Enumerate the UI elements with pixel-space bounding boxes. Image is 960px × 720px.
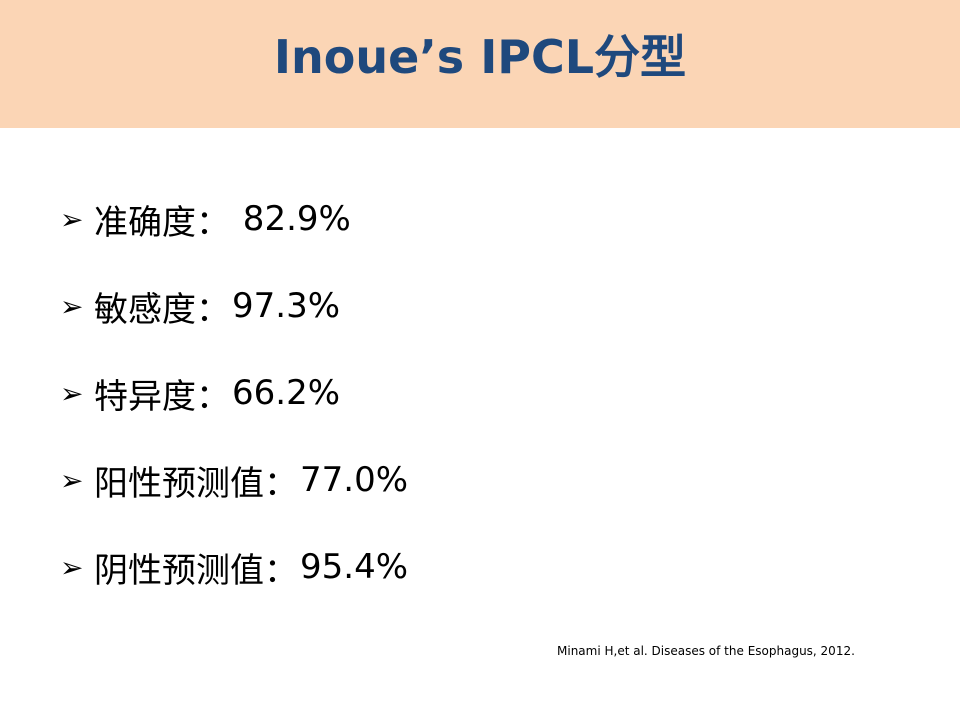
metric-npv: ➢ 阴性预测值： 95.4% [60,538,408,596]
metric-label: 敏感度： [94,289,230,330]
metric-label: 特异度： [94,376,230,417]
arrow-bullet-icon: ➢ [60,463,84,497]
metric-value: 77.0% [300,460,409,500]
metric-label: 阴性预测值： [94,550,298,591]
arrow-bullet-icon: ➢ [60,289,84,323]
metric-sensitivity: ➢ 敏感度： 97.3% [60,277,408,335]
metric-specificity: ➢ 特异度： 66.2% [60,364,408,422]
metric-accuracy: ➢ 准确度： 82.9% [60,190,408,248]
metric-label: 阳性预测值： [94,463,298,504]
title-banner [0,0,960,128]
metric-value: 95.4% [300,547,409,587]
metric-label: 准确度： [94,202,230,243]
arrow-bullet-icon: ➢ [60,202,84,236]
metric-value: 82.9% [232,199,351,239]
metrics-list: ➢ 准确度： 82.9% ➢ 敏感度： 97.3% ➢ 特异度： 66.2% ➢… [60,190,408,625]
slide-title: Inoue’s IPCL分型 [273,30,687,84]
citation: Minami H,et al. Diseases of the Esophagu… [557,644,855,658]
metric-value: 66.2% [232,373,341,413]
metric-ppv: ➢ 阳性预测值： 77.0% [60,451,408,509]
metric-value: 97.3% [232,286,341,326]
arrow-bullet-icon: ➢ [60,550,84,584]
arrow-bullet-icon: ➢ [60,376,84,410]
